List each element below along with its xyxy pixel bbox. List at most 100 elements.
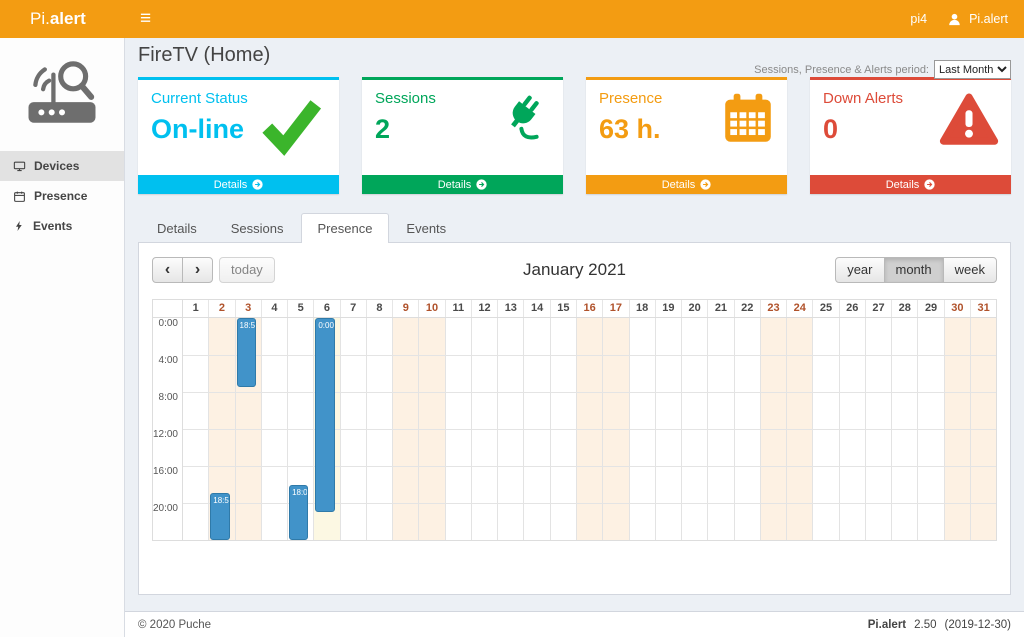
tab-events[interactable]: Events [406, 221, 447, 236]
sidebar-item-label: Devices [34, 159, 80, 173]
tab-sessions[interactable]: Sessions [230, 221, 284, 236]
app-logo[interactable]: Pi.alert [0, 9, 125, 29]
presence-event[interactable]: 18:02 [289, 484, 309, 540]
card-value: 63 h. [599, 114, 661, 144]
day-column-15 [549, 318, 576, 540]
sidebar-item-events[interactable]: Events [0, 211, 124, 241]
details-label: Details [213, 178, 248, 191]
day-column-9 [392, 318, 419, 540]
footer-version: 2.50 [914, 618, 937, 631]
presence-event[interactable]: 0:00 - [315, 318, 335, 513]
time-label: 8:00 [158, 391, 178, 403]
day-header-7: 7 [339, 300, 366, 317]
next-button[interactable]: › [182, 256, 213, 283]
card-details-button[interactable]: Details [362, 175, 563, 194]
time-label: 16:00 [152, 465, 178, 477]
sidebar-item-label: Events [33, 219, 73, 233]
card-body: Sessions 2 [362, 80, 563, 175]
event-time-label: 18:58 [239, 321, 256, 330]
day-header-27: 27 [864, 300, 891, 317]
day-header-31: 31 [969, 300, 996, 317]
day-header-5: 5 [287, 300, 313, 317]
card-details-button[interactable]: Details [138, 175, 339, 194]
footer-build-date: (2019-12-30) [944, 618, 1011, 631]
day-header-20: 20 [681, 300, 707, 317]
card-title: Down Alerts [823, 90, 904, 107]
time-label: 20:00 [152, 503, 178, 514]
card-title: Presence [599, 90, 663, 107]
day-header-15: 15 [549, 300, 576, 317]
user-icon [947, 12, 962, 27]
day-header-28: 28 [891, 300, 917, 317]
view-button-year[interactable]: year [835, 256, 885, 283]
user-menu[interactable]: Pi.alert [947, 12, 1008, 27]
router-search-icon [0, 38, 124, 151]
card-presence: Presence 63 h. Details [586, 77, 787, 194]
day-headers: 1 2 3 4 5 6 7 8 9 10 11 12 13 14 15 16 17 18 19 20 21 22 23 24 2… [183, 300, 996, 317]
calendar-header-row: 1 2 3 4 5 6 7 8 9 10 11 12 13 14 15 16 17 18 19 20 21 22 23 24 2… [153, 300, 996, 318]
sidebar-item-presence[interactable]: Presence [0, 181, 124, 211]
day-header-25: 25 [812, 300, 838, 317]
day-column-29 [917, 318, 943, 540]
card-details-button[interactable]: Details [586, 175, 787, 194]
day-column-6: 0:00 - [313, 318, 340, 540]
view-button-month[interactable]: month [883, 256, 944, 283]
period-selector: Sessions, Presence & Alerts period: Last… [754, 60, 1011, 79]
tab-details[interactable]: Details [157, 221, 197, 236]
day-header-3: 3 [234, 300, 261, 317]
day-column-25 [812, 318, 838, 540]
arrow-circle-right-icon [924, 179, 935, 190]
day-column-1 [183, 318, 208, 540]
day-header-30: 30 [943, 300, 970, 317]
menu-toggle-icon[interactable]: ≡ [140, 8, 152, 29]
event-time-label: 18:58 [213, 496, 229, 506]
day-header-17: 17 [602, 300, 628, 317]
day-header-4: 4 [260, 300, 287, 317]
events-icon [13, 220, 25, 232]
period-select[interactable]: Last Month [934, 60, 1011, 79]
app-version: Pi.alert 2.50 (2019-12-30) [868, 619, 1011, 631]
event-time-label: 0:00 - [318, 321, 334, 330]
brand-bold: alert [49, 9, 86, 28]
day-header-11: 11 [444, 300, 471, 317]
plug-icon [495, 92, 551, 151]
view-button-week[interactable]: week [942, 256, 997, 283]
presence-event[interactable]: 18:58 [236, 318, 256, 388]
today-button[interactable]: today [219, 256, 275, 283]
tab-bar: Details Sessions Presence Events [138, 213, 1011, 243]
day-column-17 [602, 318, 629, 540]
tab-presence[interactable]: Presence [300, 213, 390, 243]
cards-row: Current Status On-line Details Sessions 2 Det… [138, 77, 1011, 194]
arrow-circle-right-icon [476, 179, 487, 190]
day-header-23: 23 [759, 300, 786, 317]
period-label: Sessions, Presence & Alerts period: [754, 63, 929, 76]
sidebar-item-devices[interactable]: Devices [0, 151, 124, 181]
gutter-header [153, 300, 183, 317]
card-body: Down Alerts 0 [810, 80, 1011, 175]
card-title: Sessions [375, 90, 436, 107]
day-header-2: 2 [208, 300, 234, 317]
day-column-23 [759, 318, 787, 540]
day-column-12 [470, 318, 497, 540]
day-column-4 [260, 318, 287, 540]
day-column-28 [891, 318, 917, 540]
day-column-2: 18:58 [208, 318, 235, 540]
warning-icon [939, 92, 999, 151]
sidebar-menu: Devices Presence Events [0, 151, 124, 241]
day-header-10: 10 [418, 300, 444, 317]
day-header-29: 29 [917, 300, 943, 317]
hostname-label: pi4 [910, 12, 928, 26]
day-header-26: 26 [838, 300, 865, 317]
prev-button[interactable]: ‹ [152, 256, 183, 283]
day-column-26 [838, 318, 865, 540]
user-label: Pi.alert [969, 12, 1008, 26]
day-column-10 [418, 318, 445, 540]
calendar-title: January 2021 [522, 259, 627, 279]
card-details-button[interactable]: Details [810, 175, 1011, 194]
devices-icon [13, 160, 26, 173]
main-column: FireTV (Home) Sessions, Presence & Alert… [125, 38, 1024, 637]
card-value: 0 [823, 114, 839, 144]
day-column-19 [654, 318, 681, 540]
presence-event[interactable]: 18:58 [210, 493, 230, 540]
